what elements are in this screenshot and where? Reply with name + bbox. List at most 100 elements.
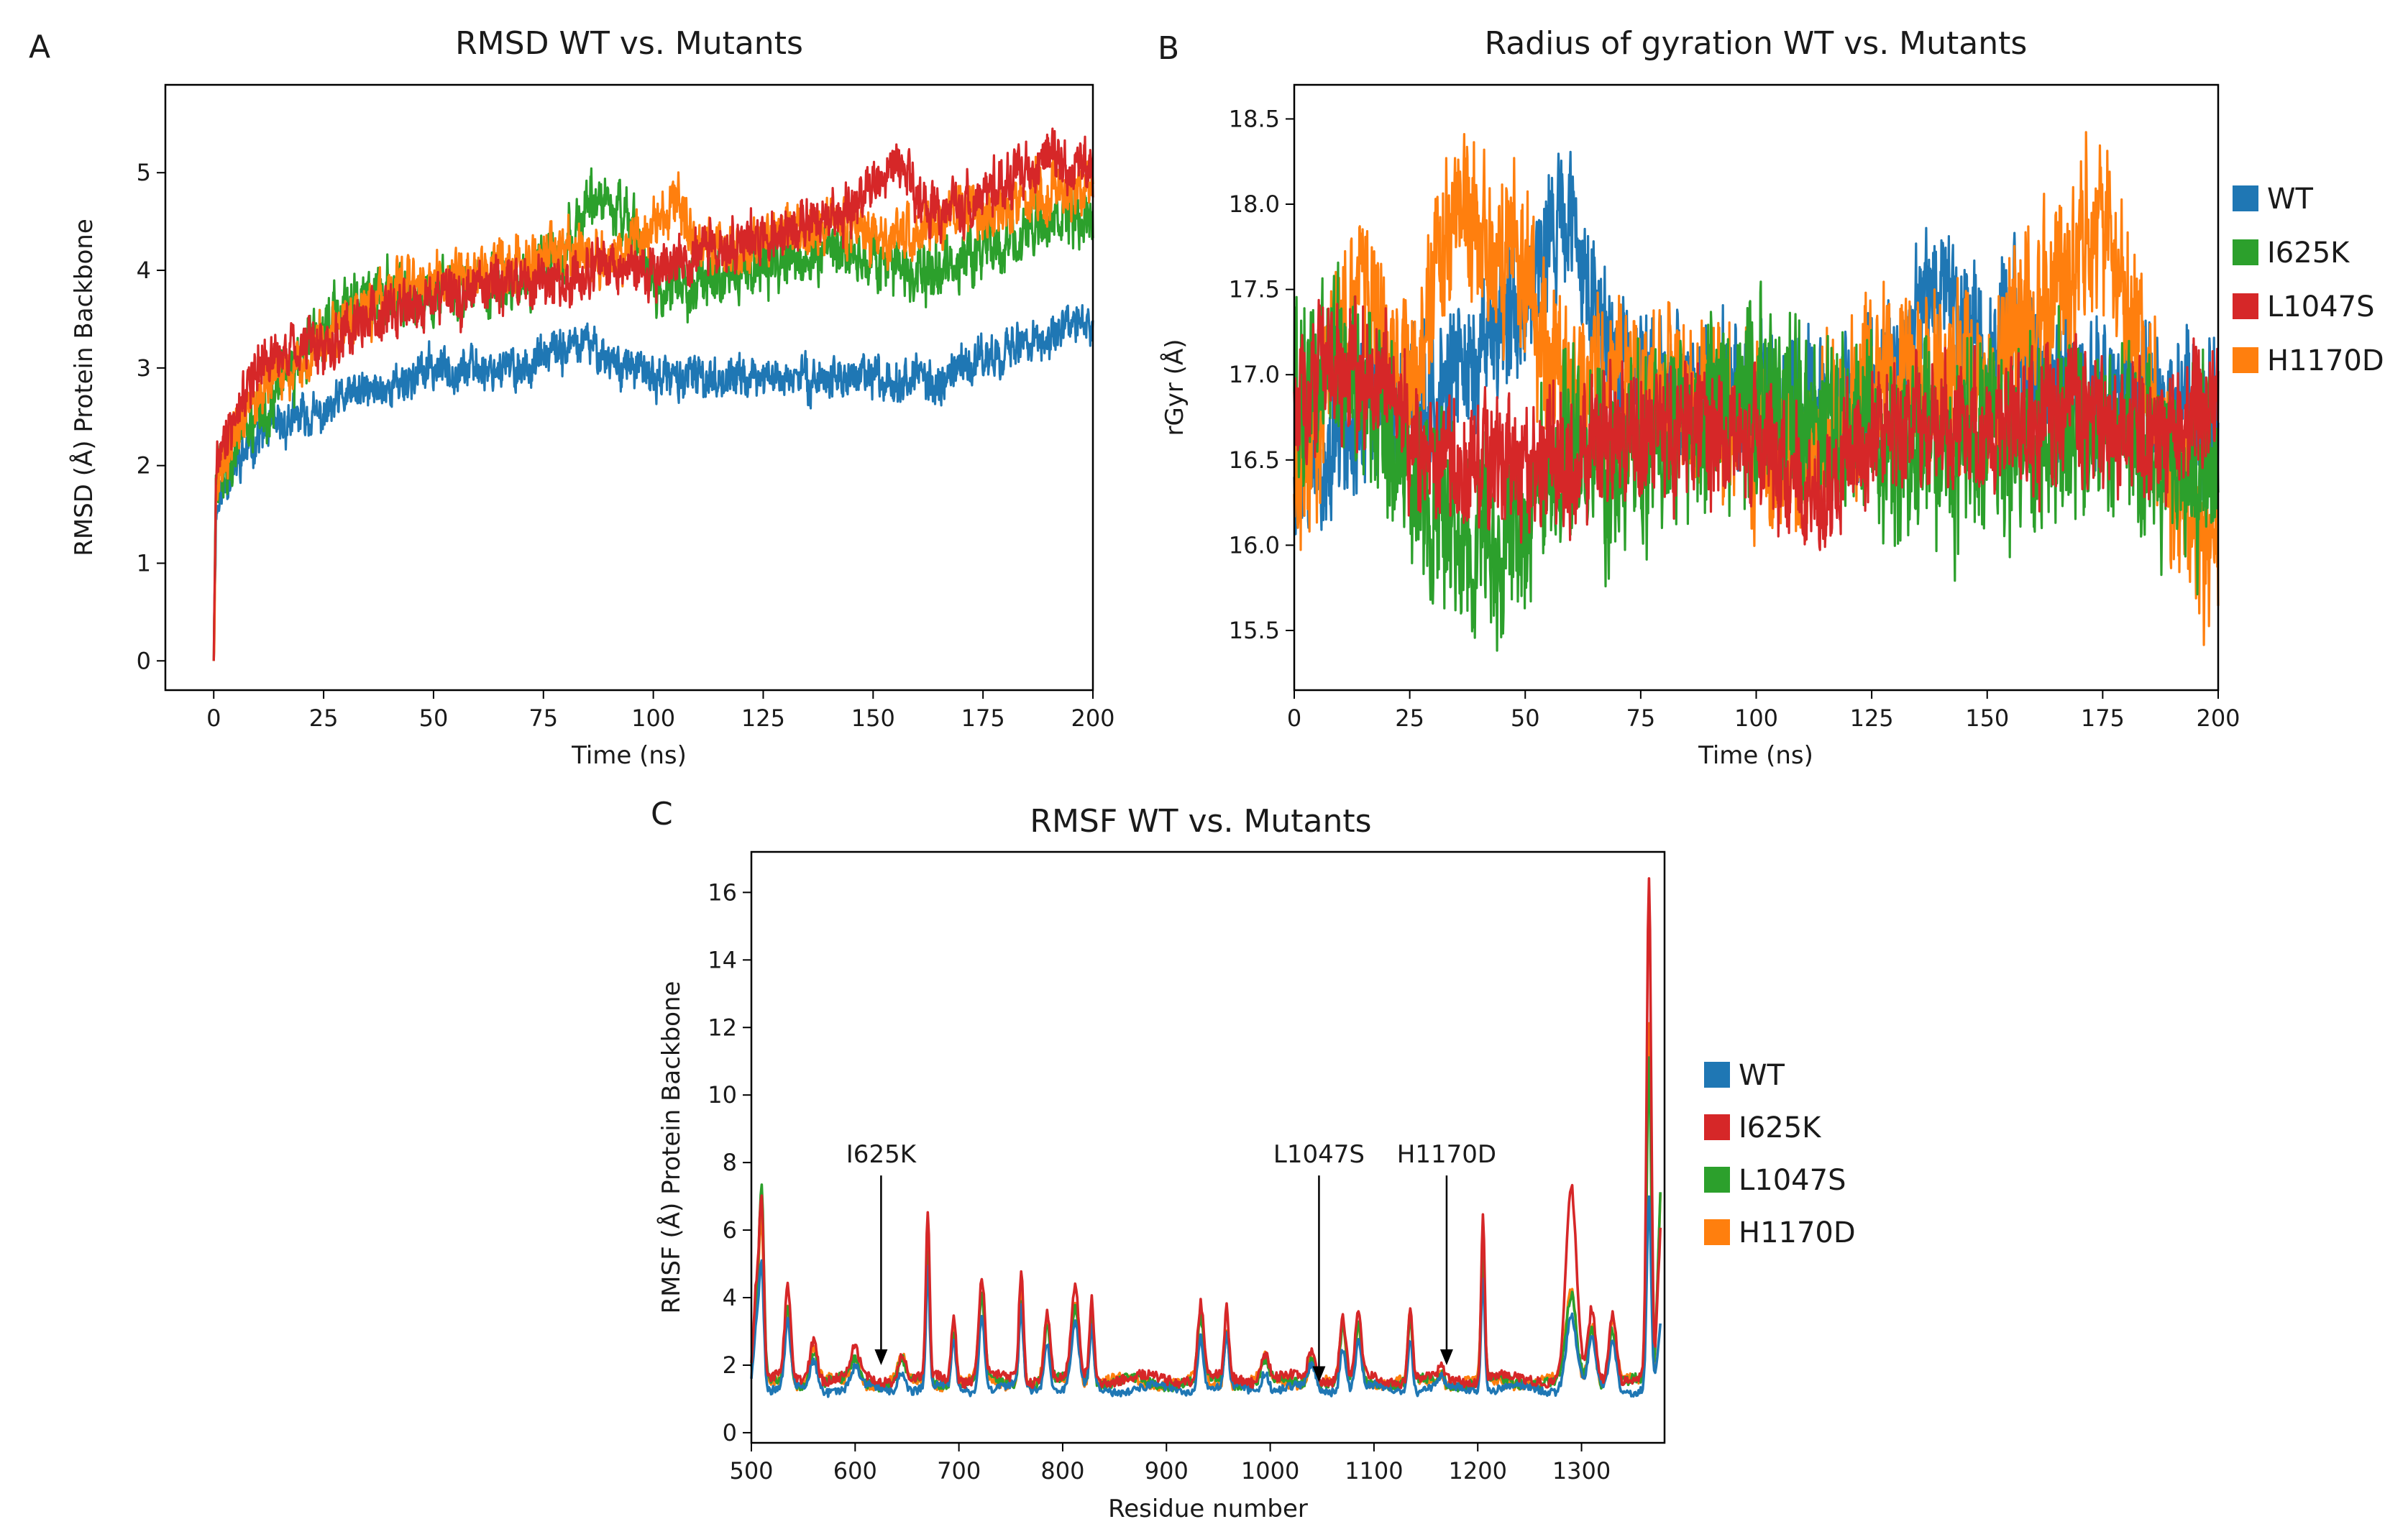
- rmsd-line-wt: [212, 304, 1094, 661]
- rmsd-x-tick-label: 0: [206, 705, 221, 732]
- rgyr-x-tick-label: 25: [1395, 705, 1424, 732]
- rgyr-y-tick-label: 16.5: [1229, 446, 1280, 474]
- rmsf-x-tick-label: 700: [937, 1457, 981, 1485]
- rmsf-x-tick-label: 600: [833, 1457, 877, 1485]
- legend-swatch-l1047s: [1704, 1167, 1730, 1193]
- rmsf-x-axis-label: Residue number: [1108, 1495, 1308, 1523]
- rmsf-x-tick-label: 500: [729, 1457, 773, 1485]
- legend-swatch-h1170d: [2233, 347, 2258, 373]
- legend-item-h1170d: H1170D: [1704, 1216, 1856, 1249]
- legend-label-wt: WT: [1739, 1059, 1785, 1092]
- rgyr-x-tick-label: 200: [2196, 705, 2240, 732]
- rmsf-y-tick-label: 10: [708, 1081, 737, 1109]
- rmsf-y-tick-label: 6: [723, 1216, 737, 1244]
- rmsd-x-tick-label: 75: [528, 705, 558, 732]
- rmsd-x-tick-label: 200: [1071, 705, 1114, 732]
- legend-label-i625k: I625K: [1739, 1111, 1822, 1144]
- legend-swatch-i625k: [2233, 239, 2258, 265]
- rmsd-ticks: 0 25 50 75 100 125 150 175 200 0 1 2 3 4 5: [137, 159, 1115, 732]
- rmsd-y-tick-label: 4: [137, 257, 151, 284]
- panel-b-rgyr: B Radius of gyration WT vs. Mutants 0 25 5…: [1158, 25, 2384, 770]
- rmsd-y-tick-label: 0: [137, 647, 151, 674]
- legend-swatch-h1170d: [1704, 1219, 1730, 1245]
- rgyr-x-tick-label: 50: [1511, 705, 1540, 732]
- rgyr-x-tick-label: 75: [1626, 705, 1656, 732]
- rmsf-y-tick-label: 8: [723, 1149, 737, 1176]
- legend-label-i625k: I625K: [2267, 237, 2350, 270]
- rmsf-ticks: 500 600 700 800 900 1000 1100 1200 1300 0 2 4 6 8 10 12…: [708, 878, 1611, 1485]
- rmsd-y-tick-label: 2: [137, 452, 151, 480]
- rmsd-y-axis-label: RMSD (Å) Protein Backbone: [69, 219, 99, 556]
- legend-swatch-i625k: [1704, 1114, 1730, 1140]
- rgyr-x-tick-label: 0: [1287, 705, 1301, 732]
- rmsd-y-tick-label: 5: [137, 159, 151, 186]
- rmsd-x-tick-label: 175: [961, 705, 1005, 732]
- rgyr-x-tick-label: 150: [1965, 705, 2009, 732]
- rgyr-y-tick-label: 18.0: [1229, 191, 1280, 218]
- rmsd-line-l1047s: [212, 127, 1094, 661]
- annotation-arrow-head: [1439, 1349, 1453, 1365]
- rgyr-y-tick-label: 15.5: [1229, 617, 1280, 644]
- rmsd-x-tick-label: 125: [741, 705, 785, 732]
- rmsf-line-wt: [750, 1195, 1662, 1398]
- rmsf-line-i625k: [750, 877, 1662, 1390]
- legend-swatch-l1047s: [2233, 293, 2258, 319]
- rmsf-x-tick-label: 1300: [1552, 1457, 1611, 1485]
- rmsf-x-tick-label: 1200: [1449, 1457, 1507, 1485]
- rmsf-x-tick-label: 900: [1145, 1457, 1189, 1485]
- rmsd-x-tick-label: 25: [309, 705, 339, 732]
- rgyr-x-tick-label: 175: [2081, 705, 2125, 732]
- rmsf-y-tick-label: 12: [708, 1014, 737, 1041]
- rmsd-y-tick-label: 1: [137, 549, 151, 577]
- rmsf-line-l1047s: [750, 1056, 1662, 1393]
- rgyr-y-tick-label: 17.5: [1229, 276, 1280, 303]
- rgyr-plot-frame: [1293, 83, 2220, 692]
- rmsf-y-tick-label: 14: [708, 946, 737, 973]
- legend-swatch-wt: [1704, 1062, 1730, 1088]
- rgyr-y-tick-label: 18.5: [1229, 105, 1280, 132]
- rgyr-x-tick-label: 125: [1850, 705, 1894, 732]
- legend-label-h1170d: H1170D: [2267, 344, 2384, 377]
- rmsf-title: RMSF WT vs. Mutants: [1030, 803, 1371, 840]
- rmsf-mutation-annotations: I625K L1047S H1170D: [846, 1140, 1496, 1382]
- panel-a-rmsd: A RMSD WT vs. Mutants 0 25 50 75 100 125 150 17…: [29, 25, 1115, 770]
- annotation-arrow-head: [874, 1349, 888, 1365]
- legend-item-l1047s: L1047S: [2233, 290, 2374, 324]
- rgyr-y-tick-label: 16.0: [1229, 531, 1280, 559]
- rgyr-ticks: 0 25 50 75 100 125 150 175 200 15.5 16.0 16.5 17.0 17…: [1229, 105, 2240, 732]
- rgyr-y-axis-label: rGyr (Å): [1160, 339, 1189, 436]
- rgyr-y-tick-label: 17.0: [1229, 361, 1280, 388]
- rmsf-x-tick-label: 1100: [1345, 1457, 1403, 1485]
- rmsd-line-i625k: [212, 167, 1094, 661]
- rmsd-x-tick-label: 50: [419, 705, 449, 732]
- annotation-arrow-head: [1312, 1366, 1326, 1382]
- rmsd-y-tick-label: 3: [137, 354, 151, 382]
- legend-item-h1170d: H1170D: [2233, 344, 2384, 377]
- rmsd-title: RMSD WT vs. Mutants: [455, 25, 803, 62]
- rmsf-line-h1170d: [750, 1022, 1662, 1393]
- rgyr-line-l1047s: [1293, 295, 2220, 551]
- annotation-label-i625k: I625K: [846, 1140, 917, 1169]
- rgyr-x-tick-label: 100: [1734, 705, 1778, 732]
- rmsf-series-lines: [750, 877, 1662, 1398]
- legend-label-h1170d: H1170D: [1739, 1216, 1856, 1249]
- rmsf-y-tick-label: 0: [723, 1419, 737, 1446]
- legend-label-l1047s: L1047S: [1739, 1164, 1846, 1197]
- legend-item-l1047s: L1047S: [1704, 1164, 1846, 1197]
- legend-item-i625k: I625K: [2233, 237, 2350, 270]
- panel-c-rmsf: C RMSF WT vs. Mutants 500 600 700 800 900 100…: [651, 796, 1856, 1523]
- rgyr-x-axis-label: Time (ns): [1698, 741, 1813, 770]
- rmsf-y-tick-label: 2: [723, 1352, 737, 1379]
- rmsd-series-lines: [212, 127, 1094, 661]
- rgyr-title: Radius of gyration WT vs. Mutants: [1485, 25, 2028, 62]
- rmsf-y-tick-label: 16: [708, 878, 737, 906]
- rmsd-x-tick-label: 100: [631, 705, 675, 732]
- rmsf-x-tick-label: 800: [1040, 1457, 1084, 1485]
- annotation-label-l1047s: L1047S: [1273, 1140, 1365, 1169]
- rmsf-y-tick-label: 4: [723, 1284, 737, 1311]
- panel-letter-a: A: [29, 29, 50, 65]
- legend-swatch-wt: [2233, 185, 2258, 211]
- rmsf-x-tick-label: 1000: [1241, 1457, 1299, 1485]
- rmsd-x-tick-label: 150: [851, 705, 895, 732]
